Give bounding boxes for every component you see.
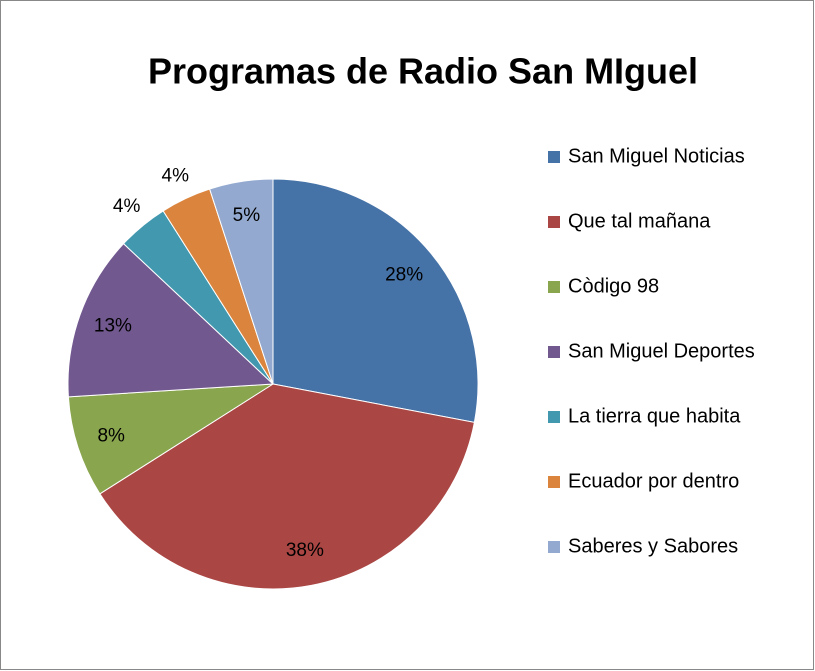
legend-label: Còdigo 98 [568, 275, 659, 297]
legend-label: San Miguel Deportes [568, 340, 755, 362]
legend-label: San Miguel Noticias [568, 145, 745, 167]
data-label: 13% [94, 315, 132, 336]
legend-swatch [548, 216, 560, 228]
pie-slice [99, 383, 475, 590]
pie-slice [67, 383, 274, 495]
legend-swatch [548, 411, 560, 423]
pie-slice [272, 178, 479, 423]
pie-slice [67, 242, 275, 398]
legend-swatch [548, 346, 560, 358]
legend-label: La tierra que habita [568, 405, 741, 427]
legend-swatch [548, 151, 560, 163]
legend-swatch [548, 281, 560, 293]
data-label: 8% [97, 426, 125, 447]
data-label: 4% [113, 196, 141, 217]
data-label: 28% [385, 265, 423, 286]
chart-title: Programas de Radio San MIguel [148, 51, 698, 92]
legend-label: Ecuador por dentro [568, 470, 739, 492]
data-label: 5% [233, 205, 261, 226]
legend-swatch [548, 541, 560, 553]
legend-label: Que tal mañana [568, 210, 711, 232]
legend-swatch [548, 476, 560, 488]
data-label: 4% [162, 165, 190, 186]
pie-slice [209, 178, 274, 385]
data-label: 38% [286, 540, 324, 561]
legend-label: Saberes y Sabores [568, 535, 738, 557]
